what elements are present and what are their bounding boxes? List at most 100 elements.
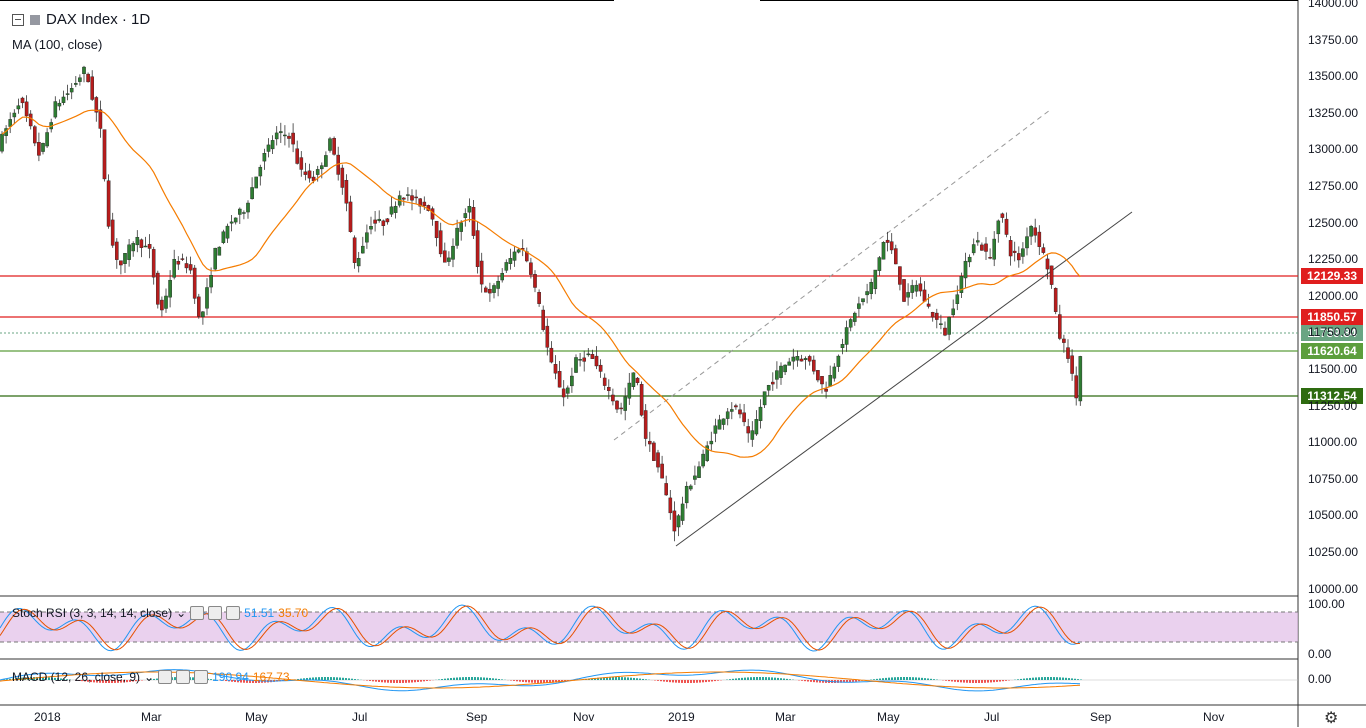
price-axis-label: 13500.00 — [1308, 69, 1358, 83]
macd-histogram-bar — [402, 680, 404, 683]
price-level-tag[interactable]: 11620.64 — [1301, 343, 1363, 359]
macd-histogram-bar — [873, 679, 875, 680]
candle — [673, 511, 676, 531]
candle — [369, 226, 372, 229]
price-level-tag[interactable]: 12129.33 — [1301, 268, 1363, 284]
stoch-legend[interactable]: Stoch RSI (3, 3, 14, 14, close) ⌄ 51.51 … — [12, 606, 308, 620]
candle — [866, 291, 869, 294]
macd-histogram-bar — [963, 680, 965, 683]
candle — [169, 280, 172, 297]
candle — [878, 258, 881, 271]
macd-histogram-bar — [621, 677, 623, 680]
candle — [173, 259, 176, 277]
chevron-down-icon[interactable]: ⌄ — [176, 606, 186, 620]
macd-histogram-bar — [339, 678, 341, 680]
candle — [210, 275, 213, 287]
eye-icon[interactable] — [158, 670, 172, 684]
candle — [636, 378, 639, 383]
candle — [939, 324, 942, 325]
candle — [517, 250, 520, 252]
candle — [816, 370, 819, 380]
candle — [857, 304, 860, 309]
candle — [1038, 232, 1041, 247]
candle — [115, 242, 118, 260]
candle — [714, 426, 717, 434]
candle — [415, 197, 418, 198]
candle — [37, 142, 40, 155]
macd-histogram-bar — [495, 679, 497, 680]
candle — [390, 207, 393, 214]
candle — [78, 78, 81, 82]
time-axis-label: Mar — [141, 710, 162, 724]
candle — [435, 221, 438, 238]
macd-histogram-bar — [708, 680, 710, 682]
macd-histogram-bar — [981, 680, 983, 683]
macd-histogram-bar — [750, 677, 752, 680]
macd-histogram-bar — [804, 680, 806, 681]
macd-histogram-bar — [357, 679, 359, 680]
candle — [128, 245, 131, 260]
gear-icon[interactable] — [176, 670, 190, 684]
macd-histogram-bar — [636, 678, 638, 680]
candle — [423, 202, 426, 206]
candle — [251, 187, 254, 198]
time-axis-label: Sep — [1090, 710, 1111, 724]
stoch-d-value: 35.70 — [278, 606, 308, 620]
candle — [968, 257, 971, 262]
gear-icon[interactable] — [208, 606, 222, 620]
candle — [1005, 219, 1008, 234]
collapse-icon[interactable] — [12, 14, 24, 26]
candle — [378, 219, 381, 221]
chevron-down-icon[interactable]: ⌄ — [144, 670, 154, 684]
macd-histogram-bar — [384, 680, 386, 683]
candle — [800, 359, 803, 361]
macd-legend[interactable]: MACD (12, 26, close, 9) ⌄ 190.94 167.73 — [12, 670, 290, 684]
ma-legend[interactable]: MA (100, close) — [12, 37, 102, 52]
candle — [152, 249, 155, 277]
candle — [58, 103, 61, 106]
settings-gear-icon[interactable]: ⚙ — [1324, 708, 1338, 728]
candle — [587, 354, 590, 355]
candle — [837, 356, 840, 367]
macd-histogram-bar — [735, 678, 737, 680]
macd-histogram-bar — [429, 680, 431, 681]
candle — [66, 94, 69, 95]
candle — [472, 207, 475, 235]
macd-histogram-bar — [945, 680, 947, 681]
price-axis-label: 11000.00 — [1308, 435, 1357, 449]
candle — [197, 297, 200, 316]
time-axis-label: Nov — [1203, 710, 1224, 724]
macd-histogram-bar — [459, 677, 461, 680]
macd-histogram-bar — [1077, 679, 1079, 680]
candle — [468, 206, 471, 212]
macd-histogram-bar — [801, 680, 803, 681]
candle — [652, 443, 655, 461]
close-icon[interactable] — [226, 606, 240, 620]
macd-histogram-bar — [318, 677, 320, 680]
candle — [841, 344, 844, 348]
close-icon[interactable] — [194, 670, 208, 684]
eye-icon[interactable] — [190, 606, 204, 620]
candle — [46, 132, 49, 146]
candle — [726, 412, 729, 419]
macd-histogram-bar — [1035, 677, 1037, 680]
candle — [361, 246, 364, 253]
macd-histogram-bar — [351, 679, 353, 680]
price-level-tag[interactable]: 11850.57 — [1301, 309, 1363, 325]
candle — [927, 304, 930, 306]
macd-histogram-bar — [618, 677, 620, 680]
candle — [394, 206, 397, 213]
macd-histogram-bar — [321, 677, 323, 680]
candle — [792, 357, 795, 361]
candle — [915, 285, 918, 291]
candle — [447, 258, 450, 262]
candle — [13, 113, 16, 117]
candle — [579, 359, 582, 360]
candle — [993, 239, 996, 259]
candle — [287, 136, 290, 138]
candle — [911, 285, 914, 292]
symbol-color-icon — [30, 15, 40, 25]
macd-histogram-bar — [675, 680, 677, 683]
macd-histogram-bar — [915, 677, 917, 680]
candle — [160, 300, 163, 310]
